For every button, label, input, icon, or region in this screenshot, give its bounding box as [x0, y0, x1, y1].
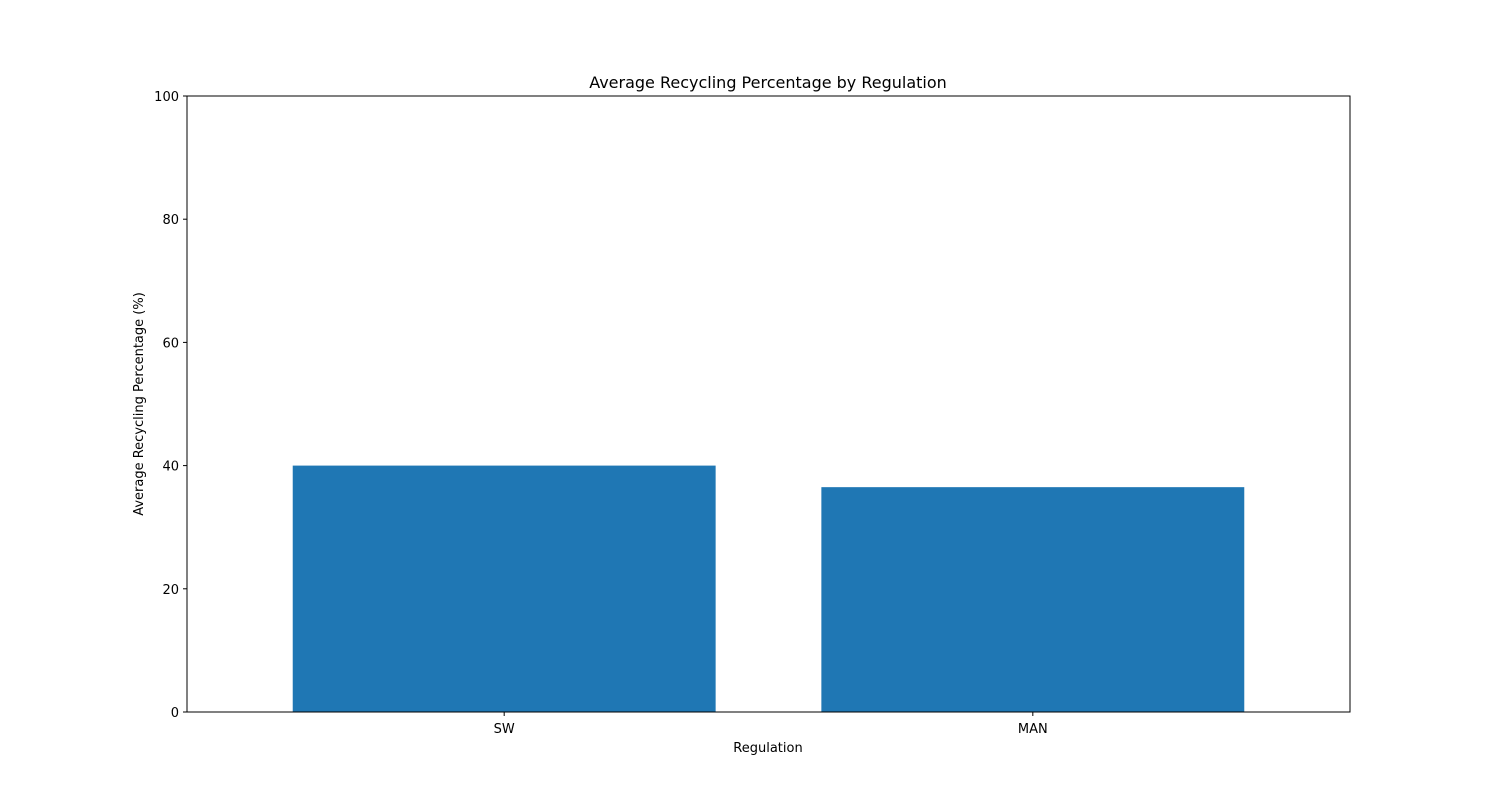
- bar-man: [821, 487, 1245, 712]
- y-tick-label: 80: [162, 213, 179, 228]
- y-tick-label: 60: [162, 336, 179, 351]
- y-tick-label: 20: [162, 583, 179, 598]
- y-tick-label: 0: [171, 706, 179, 721]
- x-axis-ticks: SW MAN: [494, 712, 1048, 737]
- y-tick-label: 100: [154, 90, 179, 105]
- plot-frame: [186, 95, 1351, 713]
- x-tick-label: SW: [494, 722, 515, 737]
- chart-title: Average Recycling Percentage by Regulati…: [589, 73, 947, 92]
- x-tick-label: MAN: [1018, 722, 1048, 737]
- y-axis-ticks: 0 20 40 60 80 100: [154, 90, 187, 721]
- bars-group: [292, 465, 1245, 712]
- y-tick-label: 40: [162, 460, 179, 475]
- x-axis-label: Regulation: [733, 741, 802, 756]
- bar-sw: [292, 465, 716, 712]
- y-axis-label: Average Recycling Percentage (%): [132, 292, 147, 516]
